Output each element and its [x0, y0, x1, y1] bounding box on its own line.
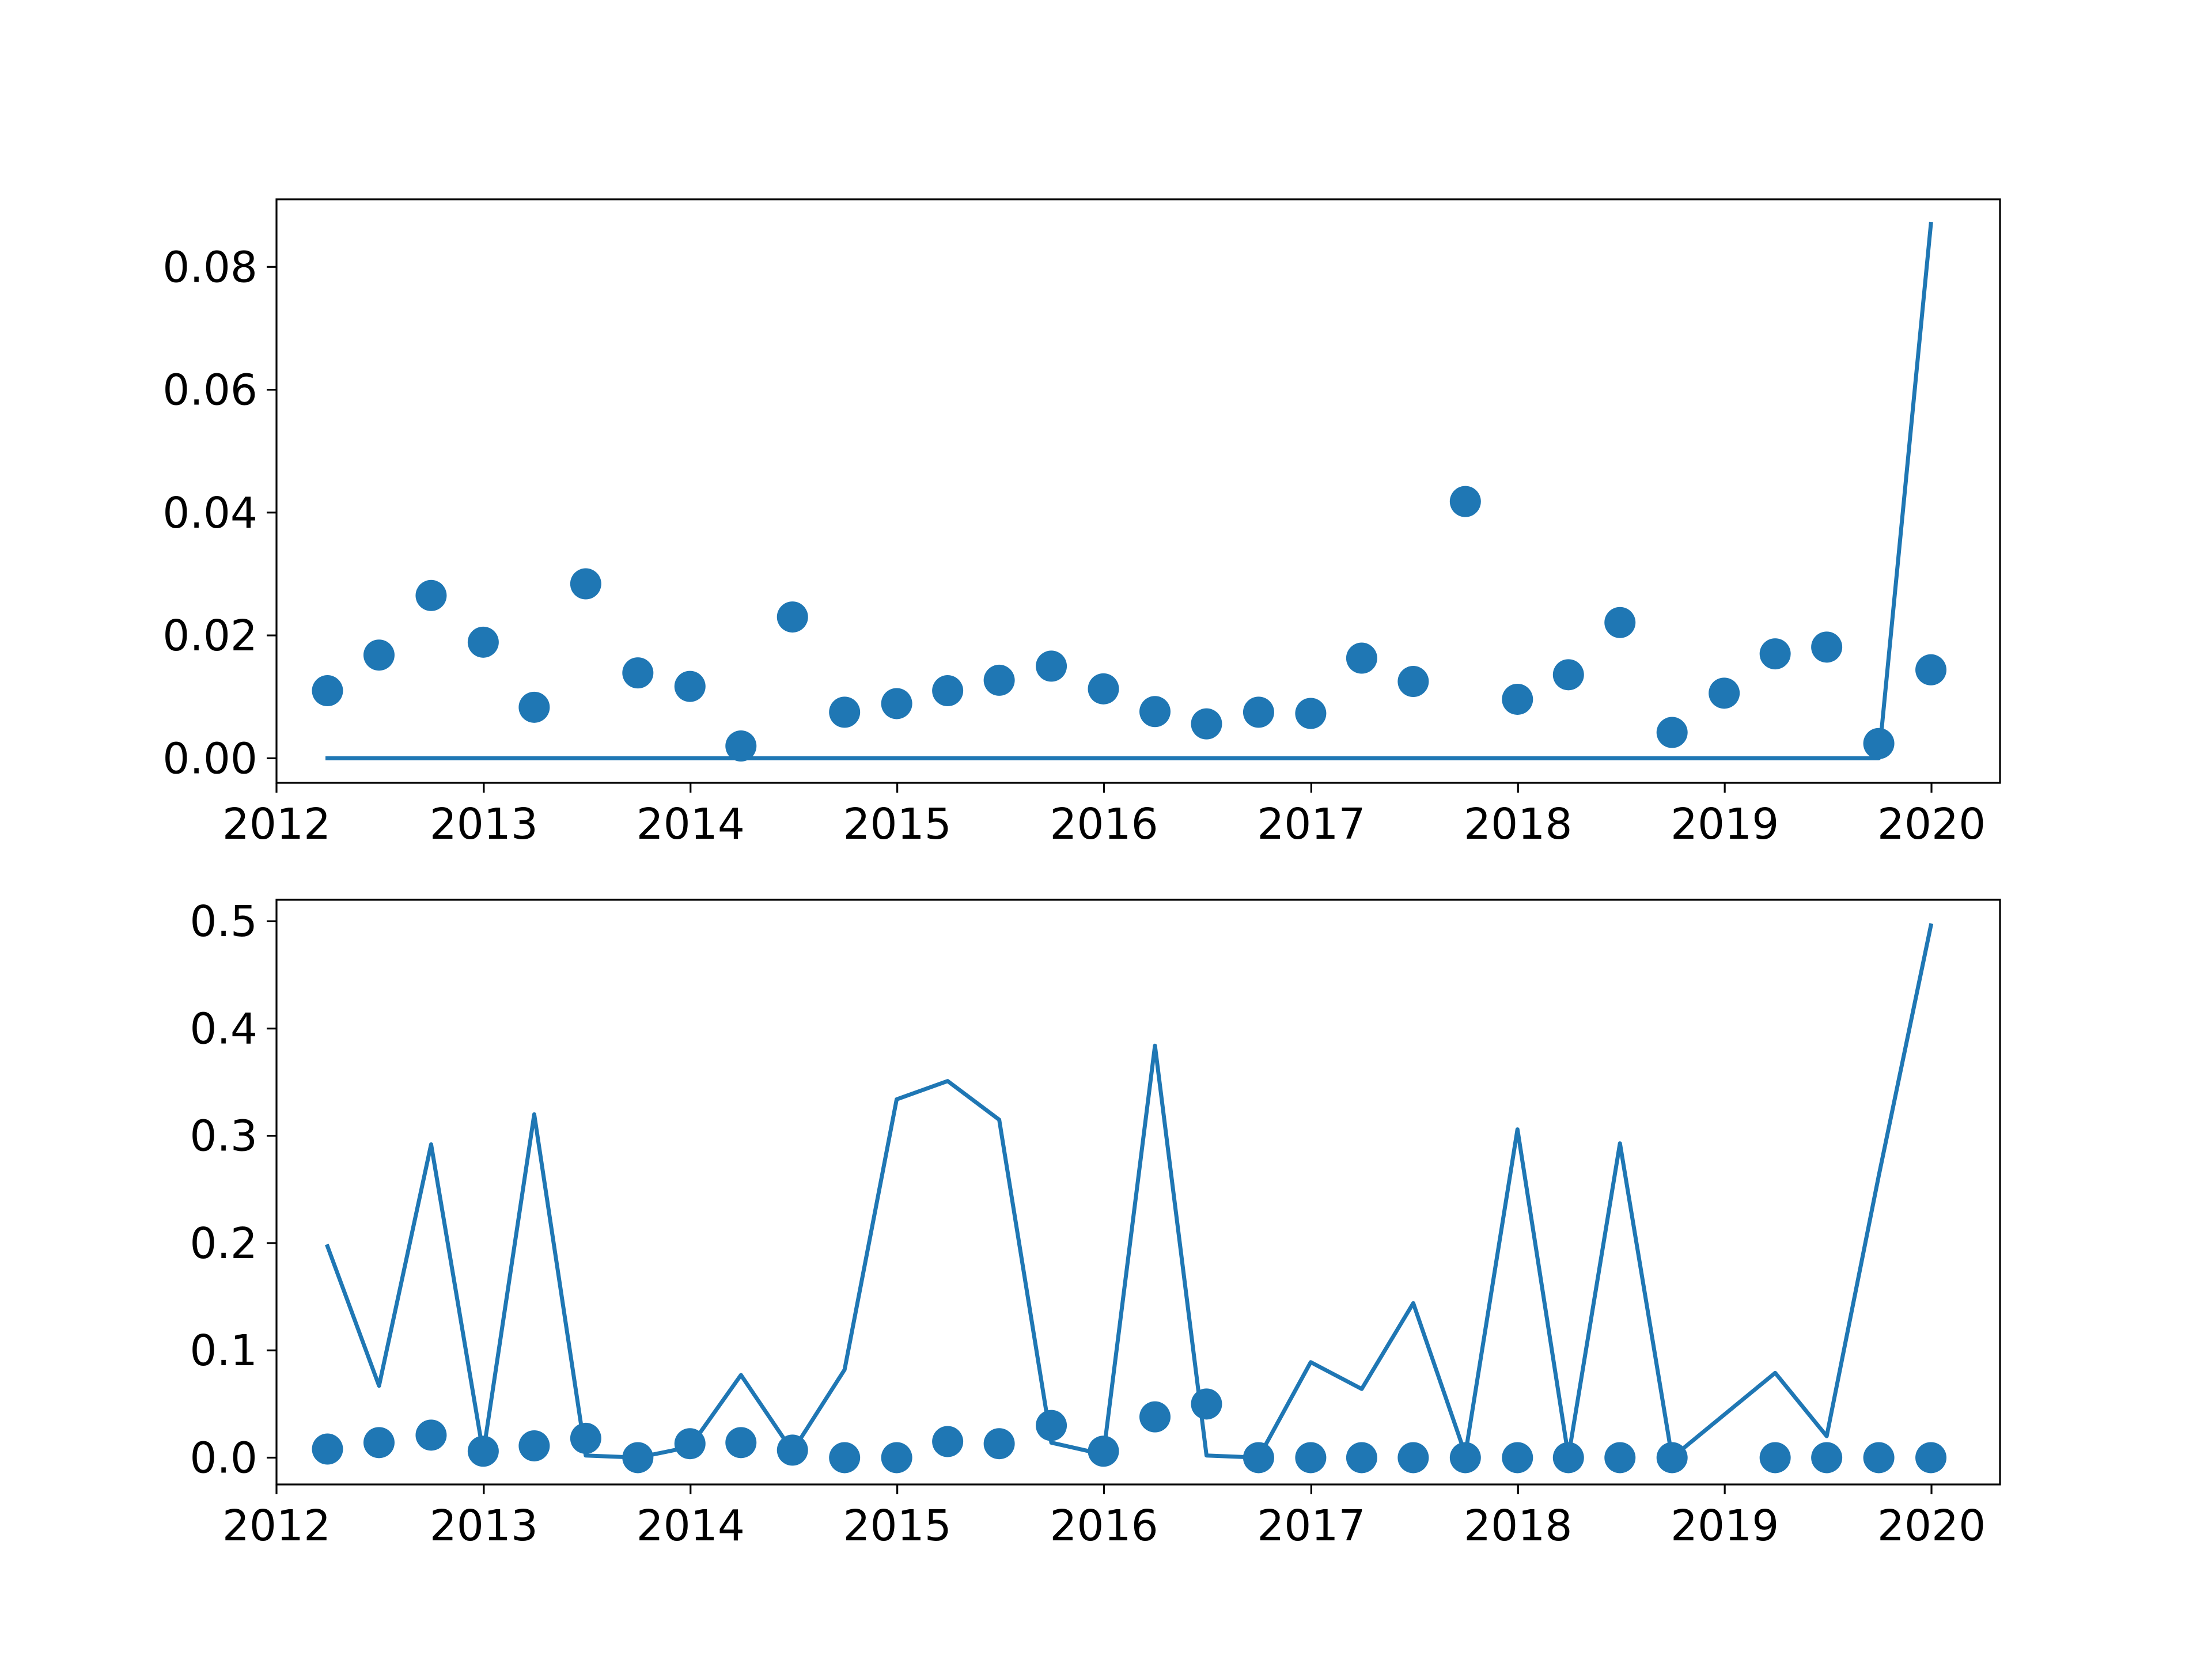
data-point — [1502, 1442, 1533, 1474]
data-point — [1656, 1442, 1688, 1474]
data-point — [1449, 486, 1481, 517]
data-point — [932, 1426, 964, 1457]
data-point — [777, 1434, 808, 1466]
data-point — [1449, 1442, 1481, 1474]
series-line — [325, 221, 1933, 760]
data-point — [1502, 683, 1533, 715]
data-point — [312, 675, 343, 707]
x-tick-label: 2015 — [843, 800, 951, 849]
x-tick-label: 2014 — [637, 1501, 745, 1551]
data-point — [829, 696, 861, 728]
data-point — [1243, 696, 1274, 728]
data-point — [1863, 1442, 1895, 1474]
data-point — [570, 1422, 601, 1454]
data-point — [1139, 1401, 1171, 1433]
data-point — [1397, 1442, 1429, 1474]
x-tick-label: 2016 — [1050, 1501, 1158, 1551]
data-point — [518, 1430, 550, 1461]
data-point — [1036, 650, 1067, 682]
data-point — [1656, 717, 1688, 748]
data-point — [1759, 638, 1791, 670]
y-tick-label: 0.06 — [162, 366, 257, 415]
data-point — [983, 1428, 1015, 1460]
x-tick-label: 2020 — [1877, 1501, 1986, 1551]
axes-frame — [275, 198, 2001, 784]
data-point — [881, 1442, 912, 1474]
data-point — [1295, 698, 1327, 729]
y-tick-label: 0.5 — [190, 897, 257, 946]
data-point — [1295, 1442, 1327, 1474]
data-point — [1397, 666, 1429, 698]
data-point — [983, 664, 1015, 696]
data-point — [1036, 1410, 1067, 1441]
y-tick-label: 0.04 — [162, 488, 257, 538]
data-point — [622, 657, 654, 689]
data-point — [1243, 1442, 1274, 1474]
data-point — [1088, 1435, 1119, 1467]
x-tick-label: 2019 — [1671, 1501, 1779, 1551]
data-point — [1191, 708, 1222, 740]
x-tick-label: 2013 — [430, 1501, 538, 1551]
x-tick-label: 2012 — [222, 1501, 331, 1551]
data-point — [467, 626, 499, 658]
data-point — [1552, 1442, 1584, 1474]
data-point — [312, 1433, 343, 1465]
data-point — [1191, 1388, 1222, 1420]
data-point — [415, 579, 447, 611]
subplot-2: 2012 2013 2014 2015 2016 2017 2018 2019 2020 0.0 0… — [190, 897, 2001, 1551]
data-point — [518, 691, 550, 723]
data-point — [1759, 1442, 1791, 1474]
x-tick-label: 2020 — [1877, 800, 1986, 849]
data-point — [725, 730, 757, 762]
x-tick-label: 2017 — [1257, 1501, 1365, 1551]
y-tick-label: 0.02 — [162, 611, 257, 661]
x-tick-label: 2018 — [1464, 1501, 1572, 1551]
data-point — [881, 688, 912, 719]
data-point — [725, 1427, 757, 1459]
x-tick-label: 2017 — [1257, 800, 1365, 849]
data-point — [1139, 696, 1171, 728]
data-point — [1088, 673, 1119, 704]
data-point — [622, 1442, 654, 1474]
data-point — [1915, 654, 1947, 685]
subplot-1: 2012 2013 2014 2015 2016 2017 2018 2019 2020 0.00… — [162, 198, 2001, 849]
data-point — [777, 601, 808, 633]
data-point — [1346, 642, 1377, 674]
y-tick-label: 0.08 — [162, 243, 257, 292]
x-tick-label: 2014 — [637, 800, 745, 849]
y-tick-label: 0.0 — [190, 1433, 257, 1483]
data-point — [829, 1442, 861, 1474]
data-point — [570, 568, 601, 600]
data-point — [674, 671, 706, 702]
data-point — [415, 1419, 447, 1451]
x-tick-label: 2018 — [1464, 800, 1572, 849]
x-tick-label: 2013 — [430, 800, 538, 849]
y-tick-label: 0.3 — [190, 1112, 257, 1161]
data-point — [1552, 659, 1584, 691]
series-line — [325, 923, 1934, 1460]
data-point — [1863, 728, 1895, 759]
y-tick-label: 0.2 — [190, 1219, 257, 1268]
data-point — [467, 1435, 499, 1467]
data-point — [1915, 1442, 1947, 1474]
data-point — [1346, 1442, 1377, 1474]
data-point — [1604, 1442, 1636, 1474]
data-point — [1811, 1442, 1843, 1474]
data-point — [932, 675, 964, 707]
x-tick-label: 2016 — [1050, 800, 1158, 849]
data-point — [1604, 607, 1636, 638]
data-point — [1709, 677, 1740, 709]
axes-frame — [275, 899, 2001, 1486]
data-point — [1811, 631, 1843, 663]
data-point — [363, 639, 395, 671]
x-tick-label: 2012 — [222, 800, 331, 849]
x-tick-label: 2019 — [1671, 800, 1779, 849]
y-tick-label: 0.4 — [190, 1004, 257, 1054]
y-tick-label: 0.00 — [162, 734, 257, 783]
y-tick-label: 0.1 — [190, 1326, 257, 1376]
data-point — [674, 1428, 706, 1460]
data-point — [363, 1427, 395, 1459]
x-tick-label: 2015 — [843, 1501, 951, 1551]
